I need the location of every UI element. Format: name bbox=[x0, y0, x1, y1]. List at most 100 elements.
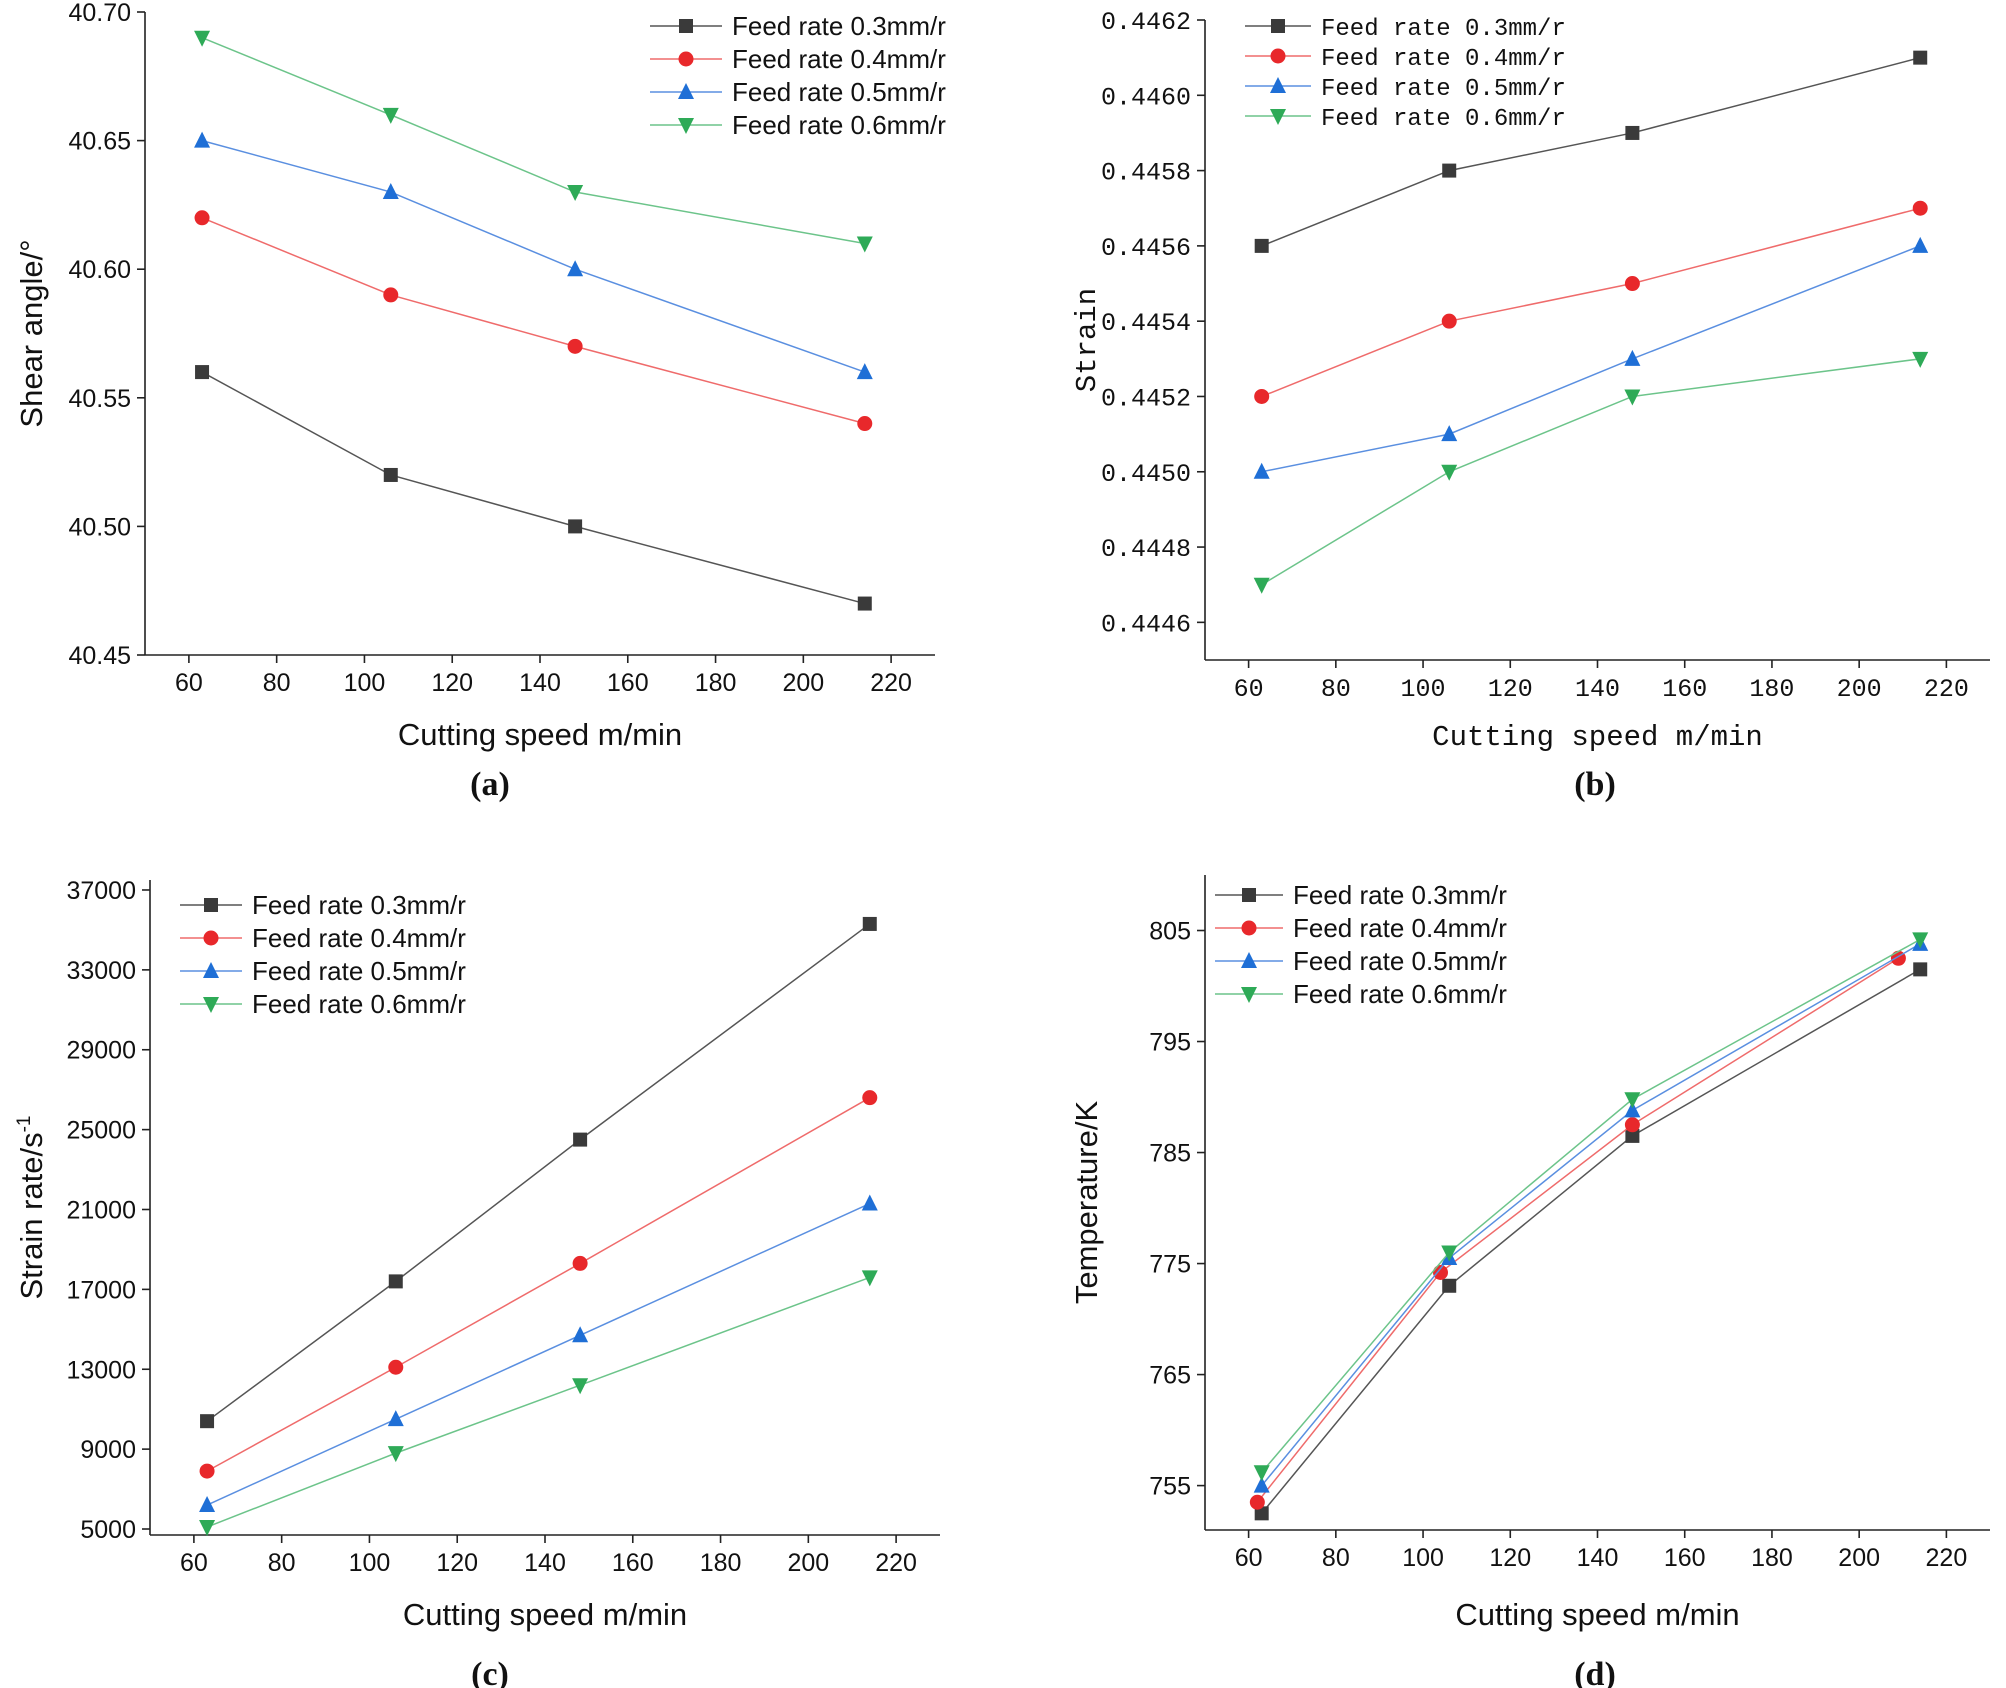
data-point bbox=[1441, 1245, 1458, 1262]
data-point bbox=[1913, 50, 1928, 65]
data-point bbox=[572, 1255, 588, 1271]
legend-marker bbox=[204, 898, 218, 912]
y-tick-label: 9000 bbox=[80, 1436, 136, 1464]
y-tick-label: 0.4456 bbox=[1101, 234, 1191, 263]
data-point bbox=[1253, 1465, 1270, 1482]
data-point bbox=[861, 1194, 878, 1211]
data-point bbox=[857, 416, 873, 432]
x-axis-title: Cutting speed m/min bbox=[1432, 721, 1763, 754]
chart-c: 60 80 100 120 140 160 180 200 220 5000 9000 13000 17… bbox=[14, 877, 940, 1688]
x-tick-label: 100 bbox=[1401, 675, 1446, 704]
legend-marker bbox=[1270, 48, 1286, 64]
x-tick-label: 200 bbox=[1838, 1544, 1880, 1572]
data-point bbox=[1441, 425, 1458, 442]
legend-marker bbox=[203, 962, 219, 978]
x-tick-label: 180 bbox=[1751, 1544, 1793, 1572]
x-tick-label: 200 bbox=[787, 1549, 829, 1577]
chart-d: 60 80 100 120 140 160 180 200 220 755 765 775 785 795… bbox=[1069, 875, 1990, 1688]
data-point bbox=[567, 338, 583, 354]
series-line bbox=[1261, 938, 1921, 1473]
y-tick-label: 0.4454 bbox=[1101, 309, 1191, 338]
y-tick-label: 0.4448 bbox=[1101, 535, 1191, 564]
legend-label: Feed rate 0.6mm/r bbox=[732, 110, 946, 140]
data-point bbox=[388, 1359, 404, 1375]
series-line bbox=[201, 217, 865, 425]
y-axis-title: Shear angle/° bbox=[14, 239, 49, 427]
data-point bbox=[1624, 1101, 1641, 1118]
data-point bbox=[1625, 1128, 1640, 1143]
data-point bbox=[567, 185, 584, 202]
x-tick-label: 100 bbox=[344, 669, 386, 697]
data-point bbox=[856, 236, 873, 253]
data-point bbox=[857, 596, 872, 611]
data-point bbox=[388, 1274, 403, 1289]
series-line bbox=[1256, 957, 1899, 1503]
x-tick-label: 120 bbox=[431, 669, 473, 697]
series-line bbox=[1261, 943, 1921, 1487]
y-tick-label: 785 bbox=[1149, 1140, 1191, 1168]
data-point bbox=[199, 1520, 216, 1537]
data-point bbox=[199, 1463, 215, 1479]
y-tick-label: 0.4458 bbox=[1101, 159, 1191, 188]
data-point bbox=[1433, 1264, 1448, 1280]
legend-marker bbox=[1271, 19, 1285, 33]
legend-marker bbox=[1241, 952, 1257, 968]
chart-a: 60 80 100 120 140 160 180 200 220 40.45 40.50 40.55… bbox=[14, 0, 946, 803]
series-line bbox=[1261, 56, 1921, 247]
series-line bbox=[206, 1202, 871, 1506]
y-tick-label: 0.4450 bbox=[1101, 460, 1191, 489]
legend-label: Feed rate 0.3mm/r bbox=[252, 890, 466, 920]
data-point bbox=[572, 1378, 589, 1395]
data-point bbox=[382, 107, 399, 124]
data-point bbox=[382, 183, 399, 200]
x-tick-label: 140 bbox=[519, 669, 561, 697]
y-tick-label: 33000 bbox=[66, 957, 136, 985]
data-point bbox=[383, 287, 399, 303]
legend-marker bbox=[678, 83, 694, 99]
x-axis-title: Cutting speed m/min bbox=[398, 717, 682, 752]
x-tick-label: 60 bbox=[180, 1549, 208, 1577]
x-axis-title: Cutting speed m/min bbox=[403, 1597, 687, 1632]
series-line bbox=[206, 1097, 871, 1472]
legend-marker bbox=[678, 51, 694, 67]
x-tick-label: 180 bbox=[700, 1549, 742, 1577]
data-point bbox=[383, 467, 398, 482]
series-line bbox=[206, 1276, 871, 1528]
x-tick-label: 200 bbox=[782, 669, 824, 697]
x-tick-label: 160 bbox=[612, 1549, 654, 1577]
legend-marker bbox=[1241, 920, 1257, 936]
legend-marker bbox=[1242, 888, 1256, 902]
data-point bbox=[194, 131, 211, 148]
y-tick-label: 29000 bbox=[66, 1037, 136, 1065]
data-point bbox=[194, 210, 210, 226]
y-tick-label: 25000 bbox=[66, 1117, 136, 1145]
y-tick-label: 40.55 bbox=[68, 385, 131, 413]
legend-marker bbox=[203, 930, 219, 946]
y-tick-label: 775 bbox=[1149, 1251, 1191, 1279]
data-point bbox=[861, 1270, 878, 1287]
y-tick-label: 0.4460 bbox=[1101, 83, 1191, 112]
series-line bbox=[201, 37, 865, 245]
legend-label: Feed rate 0.6mm/r bbox=[1321, 106, 1566, 133]
series-line bbox=[1261, 968, 1921, 1514]
x-tick-label: 140 bbox=[524, 1549, 566, 1577]
x-tick-label: 120 bbox=[1489, 1544, 1531, 1572]
data-point bbox=[199, 1496, 216, 1513]
x-tick-label: 80 bbox=[1322, 1544, 1350, 1572]
data-point bbox=[1913, 962, 1928, 977]
series-line bbox=[1261, 358, 1921, 586]
x-tick-label: 220 bbox=[1926, 1544, 1968, 1572]
legend-label: Feed rate 0.4mm/r bbox=[252, 923, 466, 953]
x-tick-label: 180 bbox=[695, 669, 737, 697]
x-tick-label: 120 bbox=[436, 1549, 478, 1577]
legend-label: Feed rate 0.4mm/r bbox=[1293, 913, 1507, 943]
x-tick-label: 100 bbox=[1402, 1544, 1444, 1572]
data-point bbox=[567, 260, 584, 277]
data-point bbox=[1442, 1278, 1457, 1293]
panel-caption: (b) bbox=[1574, 766, 1616, 803]
data-point bbox=[1624, 1117, 1640, 1133]
data-point bbox=[1253, 462, 1270, 479]
y-tick-label: 40.60 bbox=[68, 256, 131, 284]
data-point bbox=[862, 1090, 878, 1106]
legend-label: Feed rate 0.4mm/r bbox=[1321, 46, 1566, 73]
